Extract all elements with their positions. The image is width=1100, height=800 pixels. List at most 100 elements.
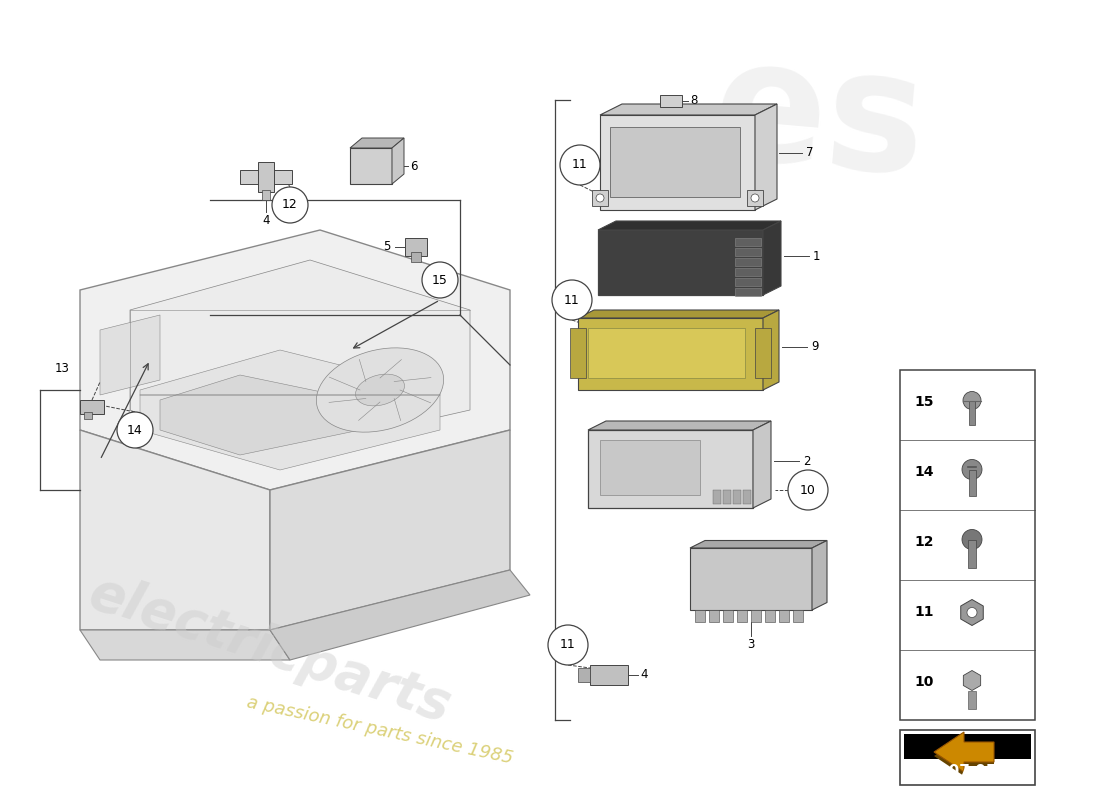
Bar [751, 610, 761, 622]
Polygon shape [598, 221, 781, 230]
Bar [695, 610, 705, 622]
Polygon shape [763, 221, 781, 295]
Text: 3: 3 [747, 638, 755, 651]
Text: 12: 12 [914, 534, 934, 549]
Bar [600, 440, 700, 495]
Bar [968, 539, 976, 567]
Polygon shape [588, 421, 771, 430]
Bar [240, 170, 292, 184]
Polygon shape [812, 541, 827, 610]
Bar [262, 190, 270, 200]
Polygon shape [755, 104, 777, 210]
Polygon shape [934, 736, 994, 776]
Bar [570, 328, 586, 378]
Text: 11: 11 [572, 158, 587, 171]
Bar [610, 127, 740, 197]
Circle shape [967, 607, 977, 618]
Polygon shape [578, 310, 779, 318]
Bar [710, 610, 719, 622]
Bar [590, 665, 628, 685]
Polygon shape [392, 138, 404, 184]
Bar [900, 730, 1035, 785]
Bar [968, 470, 976, 495]
Text: 8: 8 [690, 94, 697, 107]
Bar [969, 401, 975, 425]
Text: 5: 5 [384, 241, 390, 254]
Text: 9: 9 [811, 340, 818, 354]
Bar [733, 490, 741, 504]
Text: 14: 14 [128, 423, 143, 437]
Ellipse shape [317, 348, 443, 432]
Bar [411, 252, 421, 262]
Text: 11: 11 [560, 638, 576, 651]
Circle shape [962, 530, 982, 550]
Bar [735, 238, 761, 246]
Polygon shape [763, 310, 779, 390]
Circle shape [596, 194, 604, 202]
Polygon shape [160, 375, 360, 455]
Bar [600, 115, 755, 210]
Text: 13: 13 [55, 362, 70, 375]
Text: 12: 12 [282, 198, 298, 211]
Text: 6: 6 [410, 159, 418, 173]
Bar [690, 548, 812, 610]
Bar [592, 190, 608, 206]
Bar [588, 328, 745, 378]
Polygon shape [754, 421, 771, 508]
Bar [968, 690, 976, 709]
Circle shape [560, 145, 600, 185]
Circle shape [422, 262, 458, 298]
Text: 15: 15 [914, 394, 934, 409]
Bar [258, 162, 274, 192]
Text: 10: 10 [914, 674, 934, 689]
Bar [742, 490, 751, 504]
Bar [405, 238, 427, 256]
Bar [350, 148, 392, 184]
Bar [84, 412, 92, 419]
Circle shape [272, 187, 308, 223]
Bar [578, 318, 763, 390]
Text: 11: 11 [564, 294, 580, 306]
Text: 11: 11 [914, 605, 934, 618]
Text: 1: 1 [813, 250, 821, 262]
Bar [713, 490, 721, 504]
Bar [80, 400, 104, 414]
Circle shape [552, 280, 592, 320]
Bar [735, 278, 761, 286]
Bar [764, 610, 776, 622]
Text: 907 05: 907 05 [938, 763, 997, 778]
Polygon shape [130, 260, 470, 460]
Bar [660, 95, 682, 107]
Bar [723, 610, 733, 622]
Bar [747, 190, 763, 206]
Text: 14: 14 [914, 465, 934, 478]
Text: 2: 2 [803, 454, 811, 468]
Bar [900, 370, 1035, 720]
Polygon shape [80, 630, 290, 660]
Bar [735, 268, 761, 276]
Polygon shape [80, 230, 510, 490]
Circle shape [788, 470, 828, 510]
Circle shape [751, 194, 759, 202]
Text: a passion for parts since 1985: a passion for parts since 1985 [245, 693, 515, 767]
Bar [779, 610, 789, 622]
Bar [735, 258, 761, 266]
Polygon shape [140, 350, 440, 470]
Text: es: es [707, 30, 933, 210]
Circle shape [548, 625, 588, 665]
Polygon shape [934, 732, 994, 772]
Bar [588, 430, 754, 508]
Polygon shape [600, 104, 777, 115]
Text: 10: 10 [800, 483, 816, 497]
Bar [578, 668, 590, 682]
Polygon shape [270, 570, 530, 660]
Circle shape [962, 459, 982, 479]
Text: 4: 4 [640, 669, 648, 682]
Bar [755, 328, 771, 378]
Polygon shape [960, 599, 983, 626]
Polygon shape [100, 315, 160, 395]
Text: 7: 7 [806, 146, 814, 159]
Polygon shape [350, 138, 404, 148]
Bar [735, 248, 761, 256]
Text: 15: 15 [432, 274, 448, 286]
